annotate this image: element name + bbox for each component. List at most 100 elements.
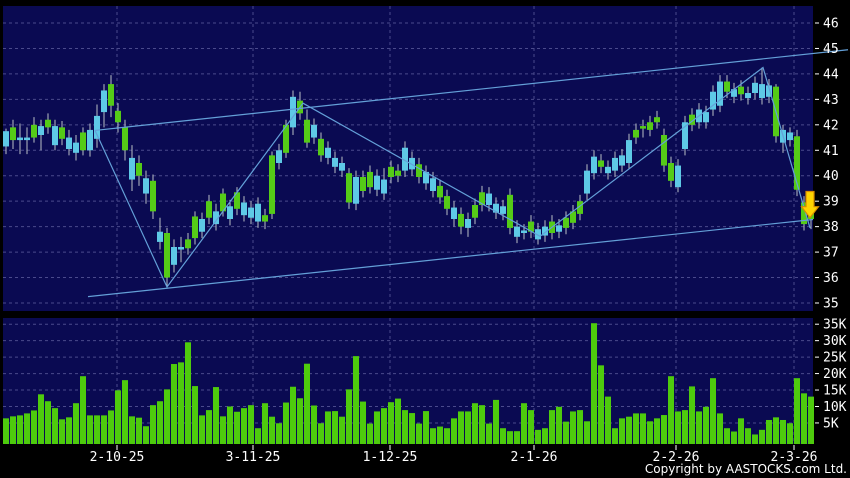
volume-bar [374, 411, 380, 444]
volume-bar [150, 405, 156, 444]
candle [794, 129, 800, 197]
candle [766, 78, 772, 104]
x-axis-date-label: 2-10-25 [90, 450, 145, 465]
candle [633, 123, 639, 144]
candle [374, 169, 380, 197]
candle [661, 128, 667, 172]
volume-bar [262, 403, 268, 444]
volume-bar [549, 410, 555, 444]
volume-bar [465, 411, 471, 444]
volume-bar [311, 405, 317, 444]
candle [381, 168, 387, 200]
volume-bar [395, 398, 401, 444]
volume-bar [269, 416, 275, 444]
candle [304, 109, 310, 148]
candle [409, 151, 415, 176]
volume-bar [45, 401, 51, 444]
candle [360, 170, 366, 198]
volume-bar [402, 410, 408, 444]
x-axis-date-label: 2-1-26 [511, 450, 558, 465]
price-tick-label: 38 [823, 220, 839, 235]
volume-bar [493, 399, 499, 444]
candle [458, 207, 464, 235]
volume-bar [234, 411, 240, 444]
candle [122, 119, 128, 161]
candle [353, 170, 359, 211]
volume-bar [451, 418, 457, 444]
volume-bar [759, 429, 765, 444]
volume-bar [416, 423, 422, 444]
volume-bar [248, 405, 254, 444]
candle [619, 148, 625, 172]
candle [528, 215, 534, 239]
candle [164, 227, 170, 288]
volume-bar [409, 413, 415, 444]
candle [787, 127, 793, 147]
candles [3, 67, 814, 288]
volume-bar [353, 356, 359, 444]
candle [171, 239, 177, 273]
candle [612, 151, 618, 177]
price-tick-label: 35 [823, 296, 839, 311]
zigzag-trendline [94, 66, 811, 289]
candle [605, 160, 611, 180]
volume-bar [325, 411, 331, 444]
candle [178, 236, 184, 263]
candle [94, 104, 100, 148]
volume-bar [703, 406, 709, 444]
x-axis-date-label: 2-3-26 [771, 450, 818, 465]
candle [101, 84, 107, 128]
volume-bar [213, 387, 219, 444]
price-axis-labels: 46 45 44 43 42 41 40 39 38 37 36 35 [815, 17, 839, 311]
volume-bar [388, 402, 394, 444]
candle [759, 67, 765, 105]
price-tick-label: 46 [823, 17, 839, 32]
candle [255, 197, 261, 228]
volume-bar [521, 403, 527, 444]
candle [290, 90, 296, 135]
volume-bar [178, 362, 184, 444]
volume-bar [577, 410, 583, 444]
volume-bar [430, 428, 436, 444]
volume-bar [255, 428, 261, 444]
volume-bar [773, 417, 779, 444]
candle [542, 220, 548, 242]
volume-bar [633, 413, 639, 444]
volume-bar [192, 386, 198, 444]
panel-backgrounds [3, 6, 813, 444]
candle [213, 203, 219, 231]
volume-bar [437, 426, 443, 444]
volume-bar [206, 410, 212, 444]
volume-tick-label: 30K [823, 334, 847, 349]
volume-tick-label: 20K [823, 367, 847, 382]
candle [157, 217, 163, 250]
candle [199, 212, 205, 239]
candle [395, 164, 401, 183]
candle [640, 119, 646, 138]
candle [52, 119, 58, 151]
candle [367, 165, 373, 194]
candle [388, 160, 394, 184]
volume-bar [675, 411, 681, 444]
candle [185, 232, 191, 255]
volume-bar [339, 416, 345, 444]
candle [472, 198, 478, 225]
volume-bar [710, 378, 716, 444]
price-tick-label: 45 [823, 42, 839, 57]
volume-tick-label: 10K [823, 400, 847, 415]
price-tick-label: 37 [823, 246, 839, 261]
candle [437, 179, 443, 204]
volume-bar [689, 386, 695, 444]
volume-bar [101, 415, 107, 444]
volume-bar [626, 416, 632, 444]
volume-bar [10, 416, 16, 444]
candle [332, 151, 338, 174]
candle [3, 128, 9, 155]
volume-bar [129, 416, 135, 444]
volume-bar [563, 421, 569, 444]
candle [801, 196, 807, 231]
volume-bar [24, 413, 30, 444]
volume-bar [136, 417, 142, 444]
volume-bar [381, 408, 387, 444]
